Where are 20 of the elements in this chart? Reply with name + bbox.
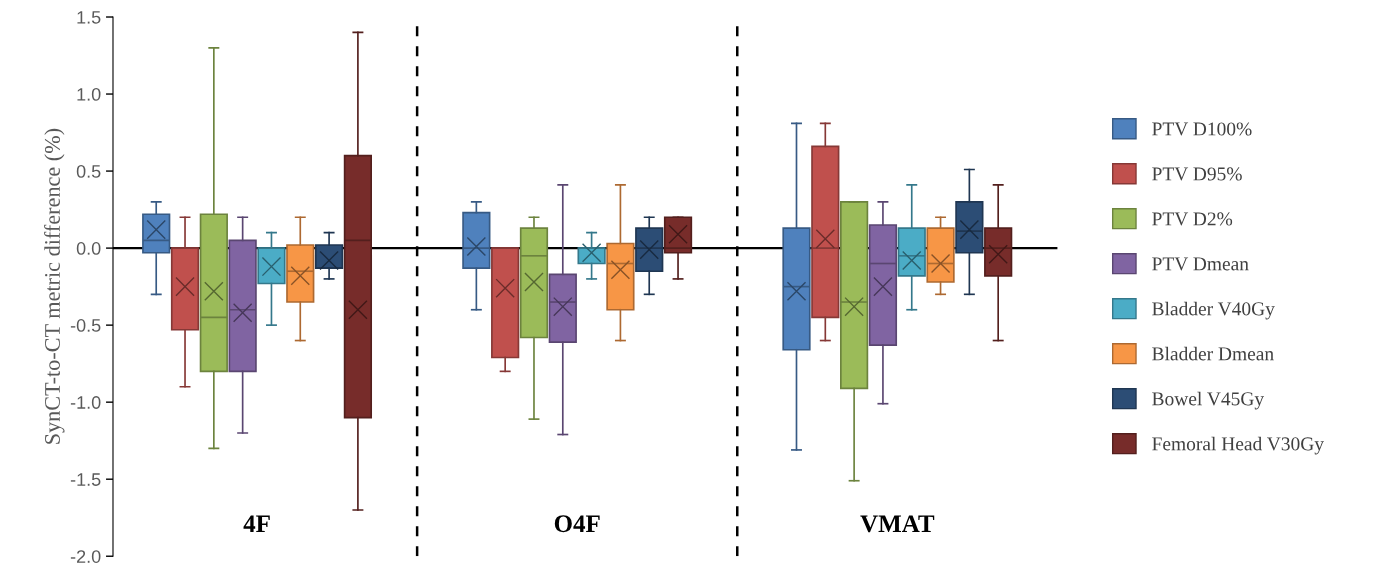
y-tick-label: -1.5 [70,473,101,486]
legend-label: PTV D100% [1152,122,1252,136]
y-tick-label: 0.0 [76,242,101,255]
y-tick-label: -0.5 [70,319,101,332]
x-tick-label: VMAT [860,515,935,533]
legend-label: PTV D2% [1152,212,1233,226]
legend-label: PTV Dmean [1152,257,1249,271]
y-tick-label: 1.5 [77,11,101,24]
y-tick-label: 0.5 [76,165,101,178]
x-tick-label: O4F [554,515,600,533]
y-tick-label: -2.0 [70,550,101,563]
legend-label: Bladder V40Gy [1152,301,1275,320]
legend-label: Bowel V45Gy [1152,391,1265,410]
x-tick-label: 4F [243,515,270,532]
y-tick-label: -1.0 [70,396,101,409]
y-axis-title: SynCT-to-CT metric difference (%) [44,128,65,444]
legend-label: PTV D95% [1152,167,1242,181]
legend-label: Bladder Dmean [1152,346,1274,361]
y-tick-label: 1.0 [77,87,101,101]
legend-label: Femoral Head V30Gy [1152,436,1324,455]
